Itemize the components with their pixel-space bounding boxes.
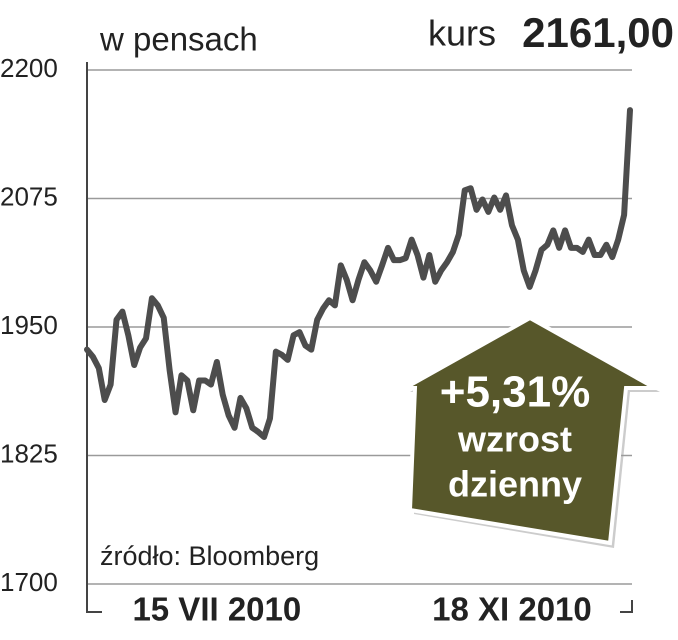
annotation-line2: dzienny [448, 464, 582, 505]
y-tick-label: 1700 [0, 567, 58, 597]
source: źródło: Bloomberg [100, 541, 319, 571]
y-tick-label: 2075 [0, 181, 58, 211]
annotation-change: +5,31% [440, 368, 590, 417]
subtitle: w pensach [99, 21, 258, 58]
annotation-arrow: +5,31% wzrost dzienny [397, 315, 663, 548]
y-tick-label: 1825 [0, 438, 58, 468]
x-axis-left [86, 600, 102, 613]
annotation-line1: wzrost [457, 419, 572, 460]
price-label: 2161,00 [522, 9, 674, 56]
x-tick-label: 18 XI 2010 [432, 591, 592, 628]
y-tick-label: 2200 [0, 53, 58, 83]
y-tick-label: 1950 [0, 310, 58, 340]
x-axis-right [620, 600, 633, 613]
x-tick-label: 15 VII 2010 [132, 591, 301, 628]
price-caption: kurs [428, 13, 496, 54]
price-line [84, 107, 633, 440]
